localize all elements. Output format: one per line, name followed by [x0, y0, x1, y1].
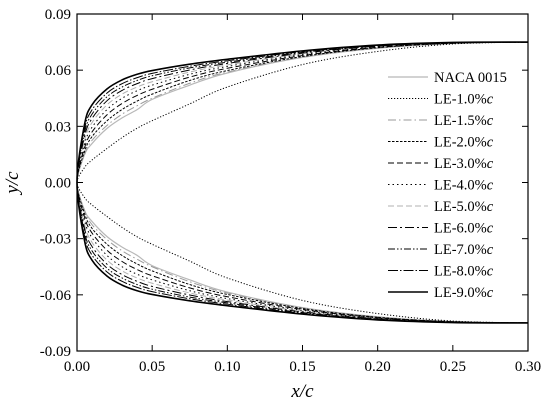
legend-label: NACA 0015 [434, 70, 507, 86]
legend-label: LE-1.5%c [434, 113, 494, 129]
x-tick-label: 0.25 [440, 359, 466, 375]
y-tick-label: 0.03 [45, 119, 71, 135]
y-tick-label: 0.09 [45, 7, 71, 23]
legend-label: LE-3.0%c [434, 156, 494, 172]
y-axis-title: y/c [2, 171, 23, 196]
x-tick-label: 0.10 [214, 359, 240, 375]
legend-label: LE-1.0%c [434, 92, 494, 108]
y-tick-label: 0.06 [45, 63, 72, 79]
y-tick-label: -0.06 [40, 288, 72, 304]
x-axis-title: x/c [290, 381, 314, 402]
legend-label: LE-8.0%c [434, 264, 494, 280]
x-tick-label: 0.15 [289, 359, 315, 375]
legend-label: LE-9.0%c [434, 285, 494, 301]
y-tick-label: 0.00 [45, 176, 71, 192]
legend: NACA 0015 LE-1.0%c LE-1.5%c LE-2.0%c LE-3.0%… [388, 70, 507, 301]
ticks-layer: 0.00 0.05 0.10 0.15 0.20 0.25 0.30 0.09 0.06 0.03… [40, 7, 541, 375]
x-tick-label: 0.20 [365, 359, 391, 375]
y-tick-label: -0.03 [40, 232, 71, 248]
legend-label: LE-6.0%c [434, 221, 494, 237]
x-tick-label: 0.30 [515, 359, 541, 375]
legend-label: LE-5.0%c [434, 199, 494, 215]
x-tick-label: 0.05 [139, 359, 165, 375]
series-line-6 [76, 41, 529, 324]
x-tick-label: 0.00 [64, 359, 90, 375]
y-tick-label: -0.09 [40, 344, 71, 360]
legend-label: LE-2.0%c [434, 135, 494, 151]
legend-label: LE-7.0%c [434, 242, 494, 258]
series-line-2 [76, 41, 529, 324]
legend-label: LE-4.0%c [434, 178, 494, 194]
